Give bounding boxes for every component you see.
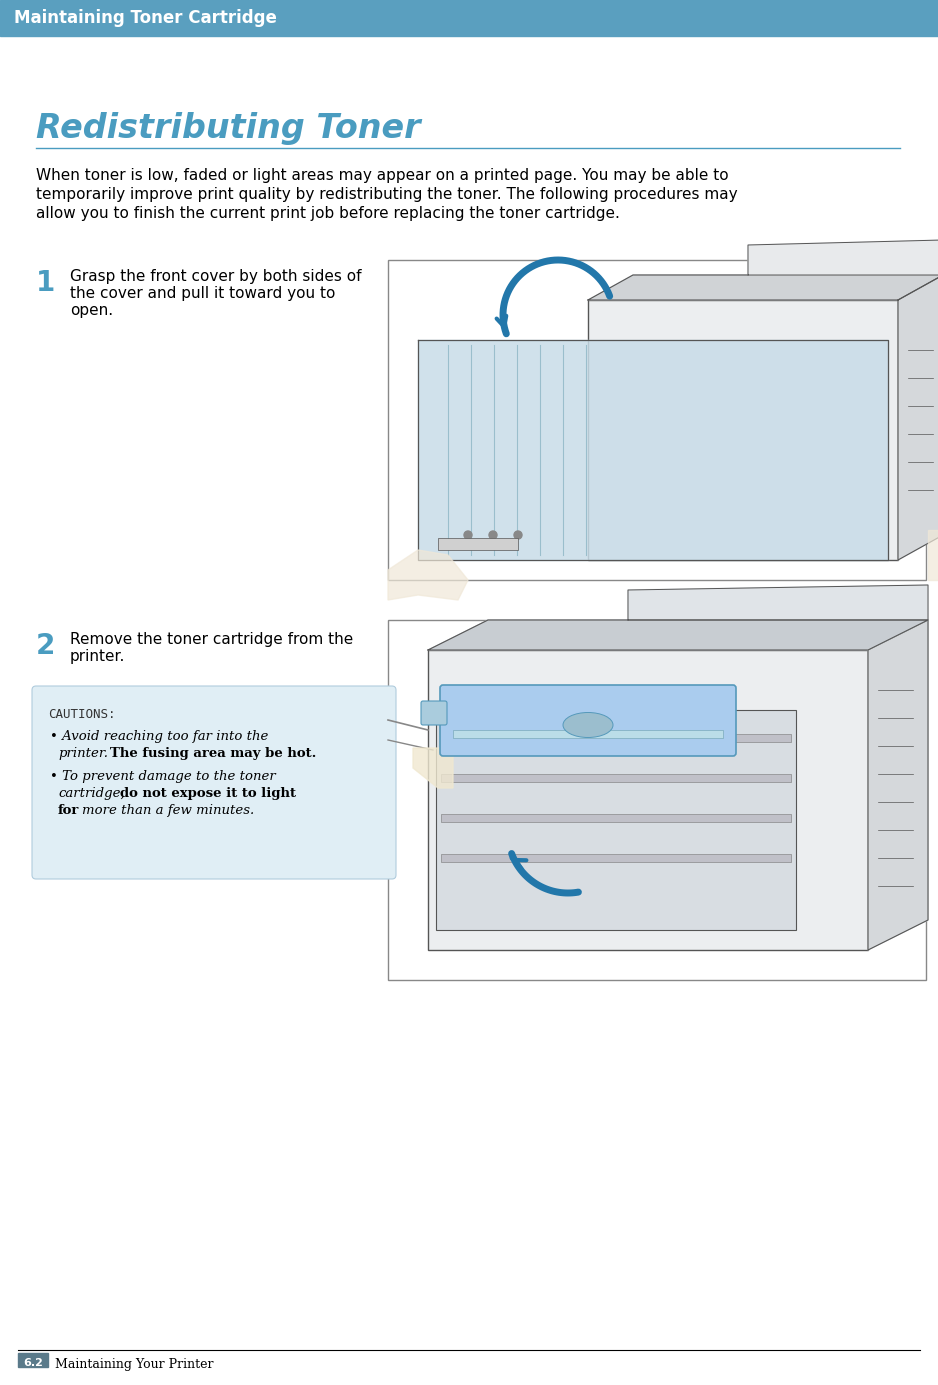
Bar	[441, 734, 791, 742]
Bar	[441, 774, 791, 783]
Polygon shape	[628, 584, 928, 620]
Polygon shape	[428, 620, 928, 650]
Text: Maintaining Toner Cartridge: Maintaining Toner Cartridge	[14, 8, 277, 26]
Circle shape	[514, 530, 522, 539]
Polygon shape	[588, 276, 938, 301]
Circle shape	[464, 530, 472, 539]
Text: • To prevent damage to the toner: • To prevent damage to the toner	[50, 770, 276, 783]
Text: do not expose it to light: do not expose it to light	[120, 787, 296, 801]
Text: • Avoid reaching too far into the: • Avoid reaching too far into the	[50, 730, 268, 742]
Text: open.: open.	[70, 303, 113, 319]
Text: 6.2: 6.2	[23, 1359, 43, 1368]
Bar	[388, 620, 926, 981]
Polygon shape	[868, 620, 928, 950]
Text: CAUTIONS:: CAUTIONS:	[48, 708, 115, 722]
Polygon shape	[928, 530, 938, 580]
Polygon shape	[388, 550, 468, 600]
FancyBboxPatch shape	[32, 686, 396, 879]
Text: Maintaining Your Printer: Maintaining Your Printer	[55, 1359, 214, 1371]
Ellipse shape	[563, 712, 613, 737]
Bar	[436, 711, 796, 929]
Circle shape	[489, 530, 497, 539]
FancyBboxPatch shape	[588, 301, 898, 560]
Polygon shape	[898, 276, 938, 560]
Text: more than a few minutes.: more than a few minutes.	[82, 805, 254, 817]
Polygon shape	[418, 339, 888, 560]
Bar	[18, 1353, 48, 1367]
Text: Redistributing Toner: Redistributing Toner	[36, 112, 420, 145]
Bar	[438, 537, 518, 550]
Text: The fusing area may be hot.: The fusing area may be hot.	[110, 747, 316, 760]
Text: Remove the toner cartridge from the: Remove the toner cartridge from the	[70, 632, 354, 647]
Bar	[428, 650, 868, 950]
Text: for: for	[58, 805, 80, 817]
Text: cartridge,: cartridge,	[58, 787, 125, 801]
Bar	[441, 855, 791, 861]
Text: When toner is low, faded or light areas may appear on a printed page. You may be: When toner is low, faded or light areas …	[36, 168, 729, 183]
Bar	[453, 730, 723, 738]
Text: temporarily improve print quality by redistributing the toner. The following pro: temporarily improve print quality by red…	[36, 187, 737, 202]
Bar	[388, 260, 926, 580]
Text: printer.: printer.	[70, 650, 126, 663]
FancyBboxPatch shape	[421, 701, 447, 724]
Text: 1: 1	[36, 269, 55, 296]
Text: allow you to finish the current print job before replacing the toner cartridge.: allow you to finish the current print jo…	[36, 206, 620, 222]
Text: the cover and pull it toward you to: the cover and pull it toward you to	[70, 285, 336, 301]
Text: printer.: printer.	[58, 747, 108, 760]
Text: 2: 2	[36, 632, 55, 661]
Bar	[441, 814, 791, 823]
Text: Grasp the front cover by both sides of: Grasp the front cover by both sides of	[70, 269, 361, 284]
Polygon shape	[413, 748, 453, 788]
Polygon shape	[748, 240, 938, 276]
FancyBboxPatch shape	[440, 686, 736, 756]
Bar	[0, 0, 938, 36]
